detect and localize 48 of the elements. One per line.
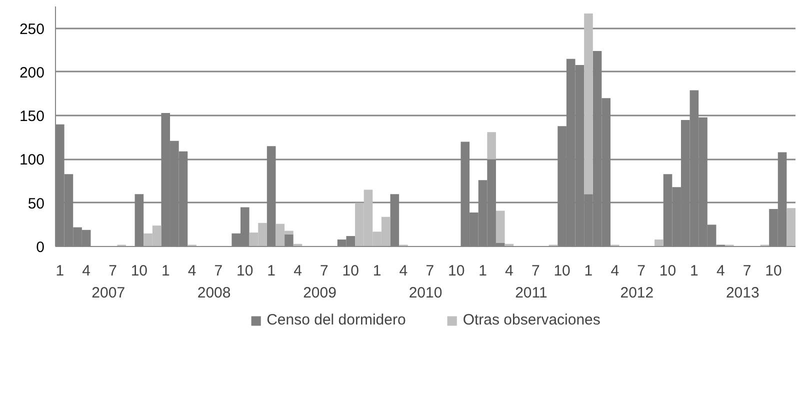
x-tick-label: 1 xyxy=(372,262,382,280)
x-tick-label: 10 xyxy=(765,262,782,280)
x-tick-label: 7 xyxy=(320,262,328,280)
y-tick-label: 250 xyxy=(19,20,45,38)
x-tick-label: 7 xyxy=(637,262,646,280)
x-tick-label: 4 xyxy=(82,262,91,280)
x-tick-label: 7 xyxy=(531,262,540,280)
x-tick-label: 1 xyxy=(161,262,170,280)
y-tick-label: 0 xyxy=(36,239,44,256)
x-tick-label: 1 xyxy=(267,262,276,280)
y-tick-label: 200 xyxy=(19,64,45,82)
bar xyxy=(496,210,505,244)
bar xyxy=(786,208,796,246)
y-tick-label: 100 xyxy=(19,152,45,169)
x-tick-label: 7 xyxy=(426,262,434,280)
text: 2012 xyxy=(620,284,654,302)
x-tick-label: 7 xyxy=(108,262,117,280)
y-tick-label: 50 xyxy=(28,195,45,212)
x-tick-label: 10 xyxy=(342,262,359,280)
x-tick-label: 4 xyxy=(188,262,196,280)
x-tick-label: 10 xyxy=(448,262,465,280)
text: 2011 xyxy=(515,284,548,302)
bar xyxy=(584,13,593,194)
x-tick-label: 1 xyxy=(56,262,64,280)
x-tick-label: 10 xyxy=(659,262,676,280)
x-tick-label: 7 xyxy=(214,262,223,280)
x-tick-label: 10 xyxy=(130,262,148,280)
text: 2007 xyxy=(92,284,126,302)
bar xyxy=(487,132,496,160)
x-tick-label: 1 xyxy=(690,262,698,280)
text: 2013 xyxy=(726,284,760,302)
x-tick-label: 10 xyxy=(236,262,254,280)
x-tick-label: 7 xyxy=(742,262,752,280)
x-tick-label: 1 xyxy=(478,262,487,280)
legend-label: Censo del dormidero xyxy=(266,312,406,328)
x-tick-label: 1 xyxy=(584,262,593,280)
y-tick-label: 150 xyxy=(19,108,45,126)
text: 2009 xyxy=(303,284,336,302)
x-tick-label: 10 xyxy=(554,262,570,280)
x-tick-label: 4 xyxy=(294,262,302,280)
text: 2010 xyxy=(408,284,442,302)
x-tick-label: 4 xyxy=(716,262,725,280)
text: 2008 xyxy=(197,284,231,302)
x-tick-label: 4 xyxy=(610,262,620,280)
legend-label: Otras observaciones xyxy=(462,312,600,328)
x-tick-label: 4 xyxy=(399,262,408,280)
x-tick-label: 4 xyxy=(505,262,514,280)
bar xyxy=(654,240,664,246)
